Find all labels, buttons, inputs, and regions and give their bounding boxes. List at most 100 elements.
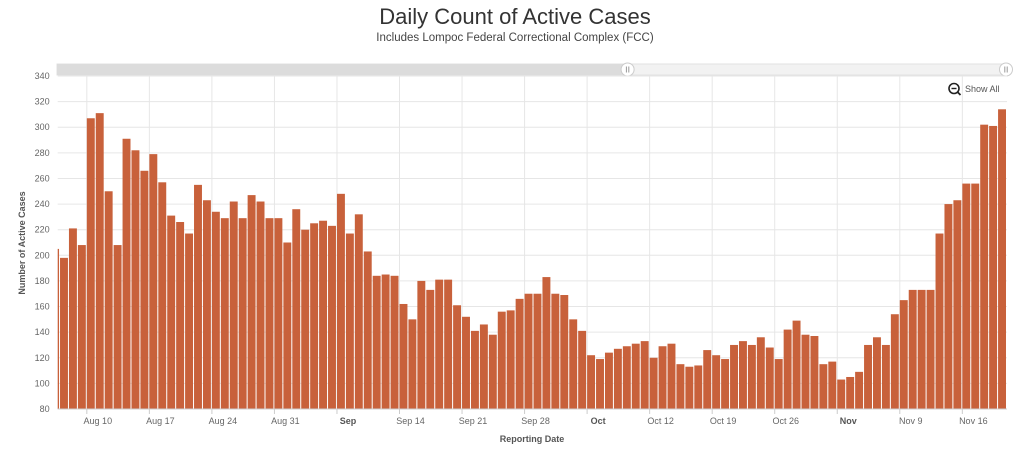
bar[interactable] <box>247 195 256 409</box>
navigator-handle-right[interactable] <box>999 62 1013 77</box>
show-all-button[interactable]: Show All <box>944 80 1000 98</box>
bar[interactable] <box>712 355 721 409</box>
bar[interactable] <box>462 316 470 409</box>
bar[interactable] <box>408 319 417 409</box>
bar[interactable] <box>694 365 703 409</box>
bar[interactable] <box>989 125 998 409</box>
bar[interactable] <box>998 109 1006 410</box>
bar[interactable] <box>372 275 381 409</box>
bar[interactable] <box>453 305 462 409</box>
bar[interactable] <box>658 346 667 409</box>
bar[interactable] <box>738 341 747 409</box>
bar[interactable] <box>765 347 774 409</box>
bar[interactable] <box>631 343 640 409</box>
bar[interactable] <box>176 222 185 409</box>
bar[interactable] <box>265 218 274 409</box>
bar[interactable] <box>238 218 247 409</box>
bar[interactable] <box>953 200 962 409</box>
bar[interactable] <box>533 293 542 409</box>
bar[interactable] <box>640 341 649 409</box>
bar[interactable] <box>801 334 810 409</box>
bar[interactable] <box>703 350 712 409</box>
bar[interactable] <box>57 248 60 409</box>
bar[interactable] <box>95 113 104 410</box>
bar[interactable] <box>980 124 989 410</box>
bar[interactable] <box>899 300 908 409</box>
bar[interactable] <box>488 334 497 409</box>
bar[interactable] <box>962 183 971 409</box>
bar[interactable] <box>336 193 345 409</box>
bar[interactable] <box>274 218 283 409</box>
range-navigator[interactable] <box>56 62 1013 77</box>
bar[interactable] <box>256 201 265 409</box>
bar[interactable] <box>417 280 426 409</box>
bar[interactable] <box>167 215 176 409</box>
bar[interactable] <box>328 225 336 409</box>
bar[interactable] <box>319 220 328 409</box>
bar[interactable] <box>890 314 899 409</box>
bar[interactable] <box>756 337 765 409</box>
bar[interactable] <box>60 257 68 409</box>
bar[interactable] <box>426 289 435 409</box>
bar[interactable] <box>211 211 220 409</box>
bar[interactable] <box>140 170 149 409</box>
bar[interactable] <box>730 344 738 409</box>
bar[interactable] <box>220 218 229 409</box>
bar[interactable] <box>158 182 167 409</box>
bar[interactable] <box>310 223 319 409</box>
bar[interactable] <box>855 371 864 409</box>
bar[interactable] <box>828 361 837 409</box>
bar[interactable] <box>881 344 890 409</box>
bar[interactable] <box>104 191 113 409</box>
bar[interactable] <box>345 233 354 409</box>
bar[interactable] <box>149 154 158 409</box>
bar[interactable] <box>622 346 631 409</box>
bar[interactable] <box>122 138 131 409</box>
bar[interactable] <box>578 330 587 409</box>
bar[interactable] <box>381 274 390 409</box>
bar[interactable] <box>747 344 756 409</box>
bar[interactable] <box>77 245 86 409</box>
bar[interactable] <box>667 343 676 409</box>
bar[interactable] <box>587 355 596 409</box>
bar[interactable] <box>435 279 444 409</box>
bar[interactable] <box>194 184 202 409</box>
bar[interactable] <box>202 200 211 409</box>
bar[interactable] <box>908 289 917 409</box>
bar[interactable] <box>971 183 980 409</box>
bar[interactable] <box>470 330 479 409</box>
bar[interactable] <box>390 275 399 409</box>
bar[interactable] <box>604 352 613 409</box>
navigator-handle-left[interactable] <box>620 62 635 77</box>
bar[interactable] <box>301 229 310 409</box>
bar[interactable] <box>721 359 730 409</box>
bar[interactable] <box>649 357 658 409</box>
bar[interactable] <box>444 279 453 409</box>
bar[interactable] <box>354 214 363 409</box>
bar[interactable] <box>783 329 792 409</box>
bar[interactable] <box>479 324 488 409</box>
bar[interactable] <box>542 277 551 409</box>
bar[interactable] <box>872 337 881 409</box>
bar[interactable] <box>613 348 622 409</box>
bar[interactable] <box>524 293 533 409</box>
bar[interactable] <box>292 209 301 409</box>
bar[interactable] <box>944 204 953 409</box>
bar[interactable] <box>86 118 95 409</box>
bar[interactable] <box>68 228 77 409</box>
bar[interactable] <box>560 295 569 409</box>
bar[interactable] <box>685 366 694 409</box>
bar[interactable] <box>596 359 604 409</box>
bar[interactable] <box>676 364 685 409</box>
bar[interactable] <box>864 344 872 409</box>
bar[interactable] <box>926 289 935 409</box>
bar[interactable] <box>569 319 578 409</box>
bar[interactable] <box>515 298 524 409</box>
bar[interactable] <box>497 311 506 409</box>
bar[interactable] <box>131 150 140 410</box>
bar[interactable] <box>792 320 801 409</box>
bar[interactable] <box>837 379 846 409</box>
bar[interactable] <box>810 335 819 409</box>
bar[interactable] <box>917 289 926 409</box>
bar[interactable] <box>774 359 783 409</box>
